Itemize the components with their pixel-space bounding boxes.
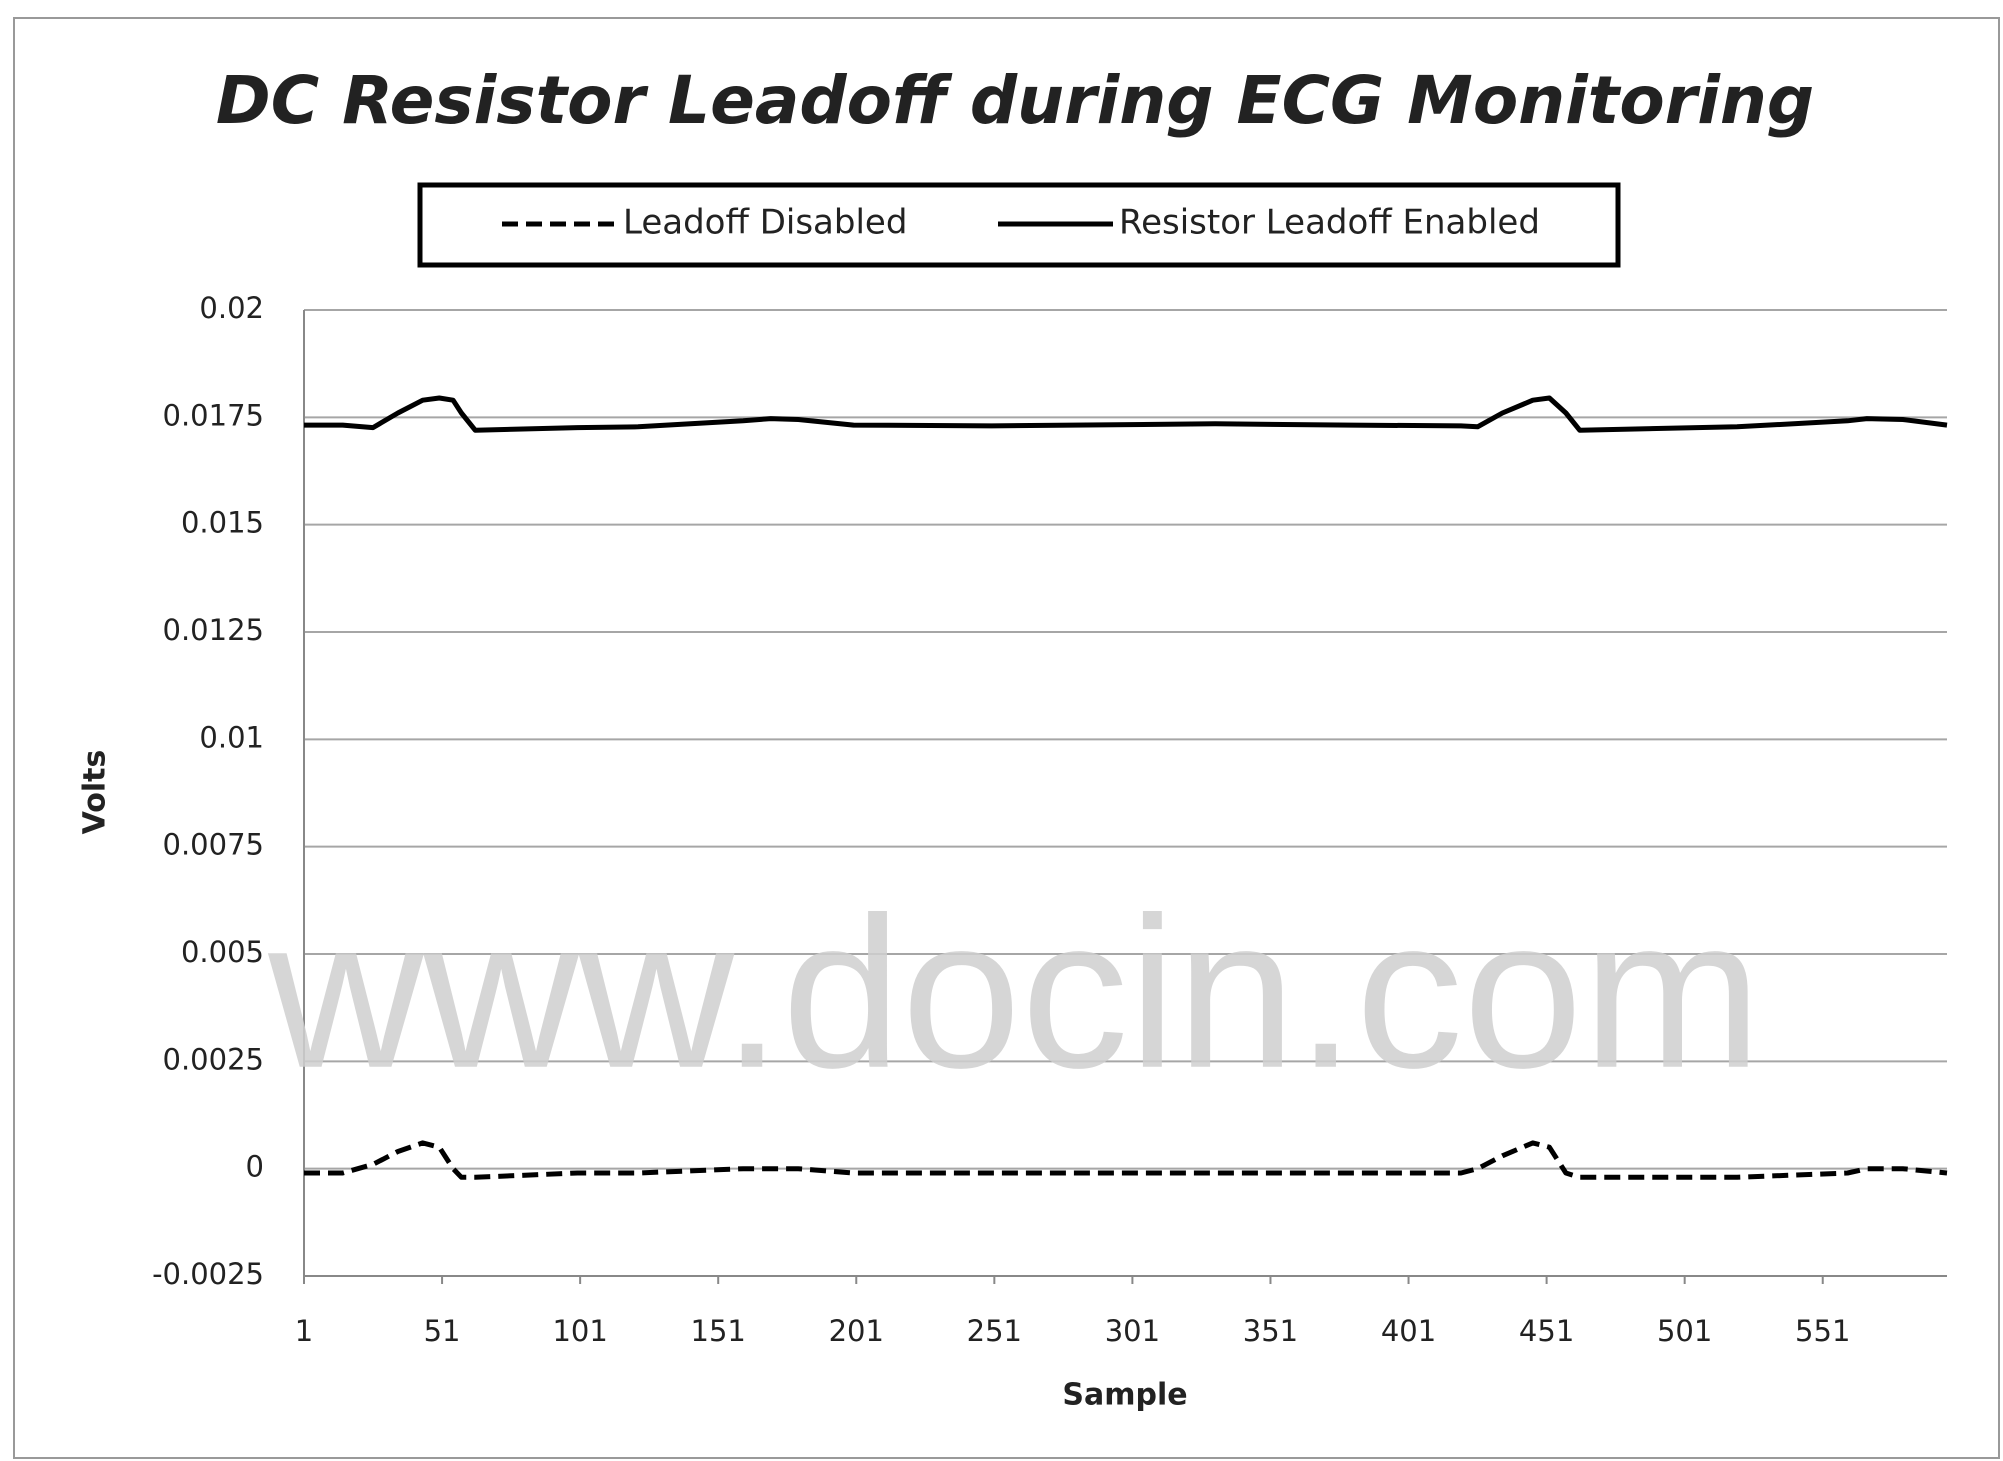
watermark: www.docin.com <box>267 872 1762 1113</box>
y-tick-label: 0.015 <box>181 506 264 540</box>
x-tick-label: 351 <box>1243 1314 1298 1348</box>
x-tick-label: 451 <box>1519 1314 1574 1348</box>
legend-label: Resistor Leadoff Enabled <box>1119 203 1540 243</box>
y-tick-label: 0.01 <box>199 720 264 754</box>
x-tick-label: 151 <box>691 1314 746 1348</box>
y-axis-label: Volts <box>78 750 113 835</box>
x-tick-label: 201 <box>829 1314 884 1348</box>
y-tick-label: -0.0025 <box>152 1257 264 1291</box>
y-tick-label: 0.0075 <box>163 828 264 862</box>
x-tick-label: 401 <box>1381 1314 1436 1348</box>
y-tick-label: 0.0025 <box>163 1042 264 1076</box>
x-tick-label: 51 <box>424 1314 461 1348</box>
x-tick-label: 101 <box>552 1314 607 1348</box>
x-tick-label: 551 <box>1795 1314 1850 1348</box>
series-line <box>304 395 1948 433</box>
x-tick-label: 301 <box>1105 1314 1160 1348</box>
legend-label: Leadoff Disabled <box>623 203 907 243</box>
x-tick-label: 1 <box>295 1314 313 1348</box>
y-tick-label: 0.0125 <box>163 613 264 647</box>
chart-title: DC Resistor Leadoff during ECG Monitorin… <box>216 62 1814 139</box>
y-tick-label: 0.02 <box>199 291 264 325</box>
x-axis-label: Sample <box>1062 1378 1187 1413</box>
series-line <box>304 1140 1948 1180</box>
y-tick-label: 0 <box>246 1150 264 1184</box>
x-tick-label: 501 <box>1657 1314 1712 1348</box>
y-tick-label: 0.0175 <box>163 398 264 432</box>
x-tick-label: 251 <box>967 1314 1022 1348</box>
y-tick-label: 0.005 <box>181 935 264 969</box>
